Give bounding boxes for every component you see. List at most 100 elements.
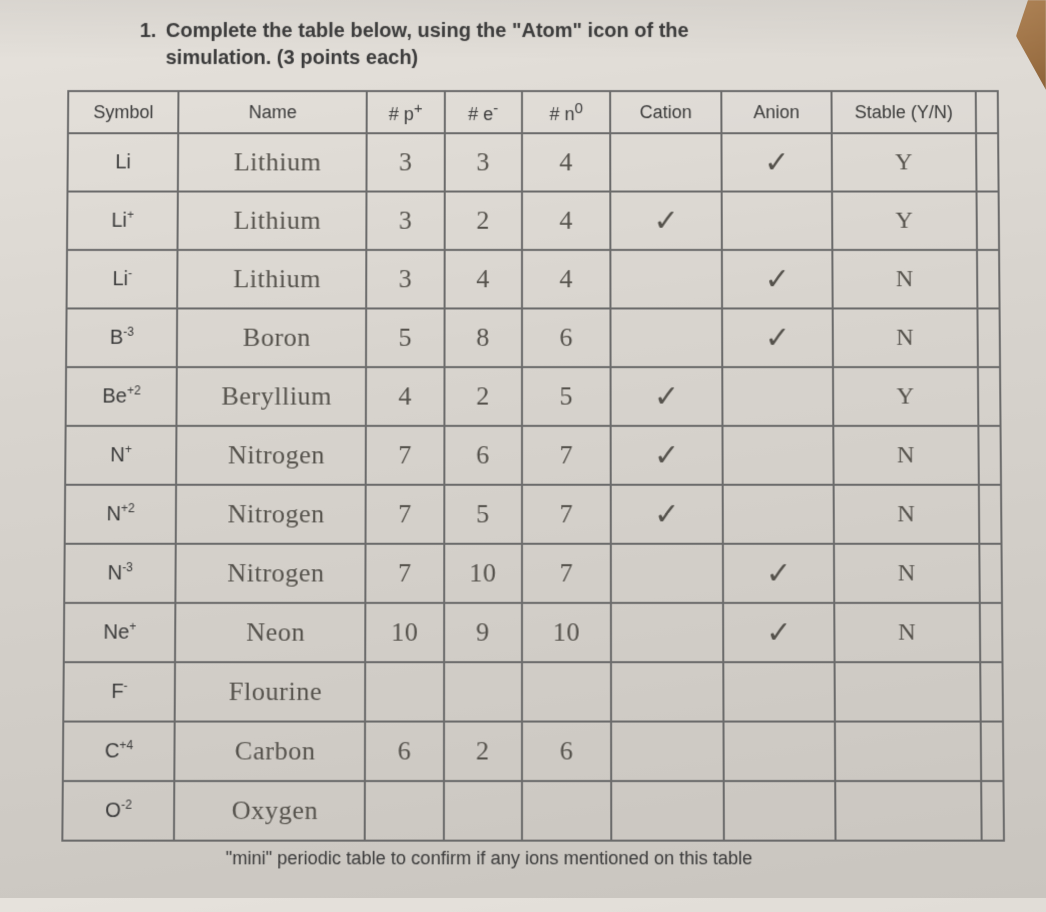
cell-name: Lithium	[178, 133, 367, 191]
cell-name: Nitrogen	[176, 485, 366, 544]
col-e-text: # e	[468, 104, 493, 124]
cell-e: 2	[444, 192, 522, 250]
cell-symbol: N-3	[64, 544, 176, 603]
n-value: 6	[560, 736, 574, 766]
cell-p: 7	[366, 426, 444, 485]
e-value: 10	[469, 558, 496, 588]
cell-cation	[610, 133, 721, 191]
atom-table: Symbol Name # p+ # e- # n0 Cation Anion …	[61, 90, 1005, 842]
table-row: Ne+Neon10910✓N	[64, 603, 1003, 662]
e-value: 9	[476, 617, 490, 647]
cell-e: 10	[444, 544, 522, 603]
e-value: 2	[476, 206, 490, 235]
cell-stable: N	[834, 603, 980, 662]
table-row: F-Flourine	[63, 662, 1003, 721]
cell-name: Boron	[177, 308, 366, 367]
cell-p: 3	[367, 192, 445, 250]
cell-p: 5	[366, 308, 444, 367]
cell-symbol: O-2	[62, 781, 174, 841]
symbol-sup: +	[129, 620, 136, 634]
symbol-sup: +	[127, 208, 134, 222]
cell-anion	[722, 426, 834, 485]
name-handwriting: Nitrogen	[227, 499, 324, 529]
cell-symbol: C+4	[63, 722, 175, 781]
table-row: Li+Lithium324✓Y	[67, 192, 999, 250]
e-value: 3	[476, 147, 490, 176]
checkmark-icon: ✓	[766, 557, 792, 591]
cell-e: 8	[444, 308, 522, 367]
table-row: O-2 Oxygen	[62, 781, 1004, 841]
cell-anion	[722, 367, 833, 426]
cell-stable: Y	[833, 367, 978, 426]
cell-e: 5	[444, 485, 522, 544]
cell-anion: ✓	[721, 133, 832, 191]
col-anion: Anion	[721, 91, 832, 133]
cell-stable: N	[834, 485, 979, 544]
cell-n: 7	[522, 544, 611, 603]
table-row: Li-Lithium344✓N	[67, 250, 1000, 309]
cell-stable: N	[834, 426, 979, 485]
prompt-line2: simulation. (3 points each)	[166, 47, 419, 69]
symbol-sup: -	[128, 267, 132, 281]
cell-e: 4	[444, 250, 522, 309]
cell-name: Oxygen	[174, 781, 365, 841]
col-neutrons: # n0	[522, 91, 611, 133]
cell-name: Carbon	[175, 722, 366, 781]
cell-padding	[980, 603, 1003, 662]
stable-value: Y	[895, 207, 913, 233]
cell-e: 9	[444, 603, 522, 662]
n-value: 4	[559, 206, 573, 235]
cell-p: 6	[365, 722, 443, 781]
checkmark-icon: ✓	[653, 204, 678, 237]
symbol-text: N+2	[106, 503, 135, 525]
stable-value: N	[897, 501, 915, 527]
cell-anion: ✓	[723, 544, 835, 603]
cell-p: 7	[366, 485, 444, 544]
cell-padding	[978, 426, 1001, 485]
cell-cation	[611, 308, 722, 367]
cell-cation: ✓	[611, 485, 723, 544]
cell-p: 10	[365, 603, 443, 662]
symbol-text: F-	[111, 681, 128, 704]
cell-padding	[979, 485, 1002, 544]
e-value: 5	[476, 499, 490, 529]
symbol-text: Li-	[112, 268, 132, 290]
symbol-text: N+	[110, 444, 132, 466]
footer-fragment: "mini" periodic table to confirm if any …	[226, 848, 1014, 870]
cell-anion	[723, 781, 835, 841]
name-handwriting: Nitrogen	[227, 558, 325, 588]
cell-cation	[611, 603, 723, 662]
cell-n	[522, 662, 611, 721]
cell-anion	[721, 192, 832, 250]
p-value: 7	[398, 440, 412, 469]
p-value: 7	[398, 558, 412, 588]
col-electrons: # e-	[444, 91, 522, 133]
cell-e	[444, 662, 522, 721]
cell-n: 4	[522, 192, 611, 250]
cell-n: 4	[522, 133, 611, 191]
n-value: 4	[560, 264, 574, 293]
cell-symbol: Li-	[67, 250, 178, 309]
cell-symbol: B-3	[66, 308, 178, 367]
symbol-sup: +2	[121, 502, 135, 516]
symbol-text: B-3	[110, 327, 134, 349]
checkmark-icon: ✓	[654, 380, 679, 413]
symbol-text: C+4	[105, 740, 134, 763]
symbol-text: Li	[115, 151, 131, 173]
table-row: B-3Boron586✓N	[66, 308, 1000, 367]
p-value: 3	[399, 206, 413, 235]
name-handwriting: Carbon	[235, 736, 316, 766]
n-value: 10	[553, 617, 580, 647]
cell-cation	[611, 662, 723, 721]
checkmark-icon: ✓	[766, 616, 792, 650]
header-row: Symbol Name # p+ # e- # n0 Cation Anion …	[68, 91, 998, 133]
table-row: LiLithium334✓Y	[67, 133, 998, 191]
symbol-text: Ne+	[103, 622, 136, 644]
col-protons: # p+	[367, 91, 445, 133]
e-value: 4	[476, 264, 490, 293]
symbol-sup: -2	[121, 798, 132, 812]
checkmark-icon: ✓	[764, 146, 789, 179]
cell-p	[365, 781, 444, 841]
symbol-text: O-2	[105, 800, 132, 823]
symbol-text: Li+	[111, 210, 134, 232]
